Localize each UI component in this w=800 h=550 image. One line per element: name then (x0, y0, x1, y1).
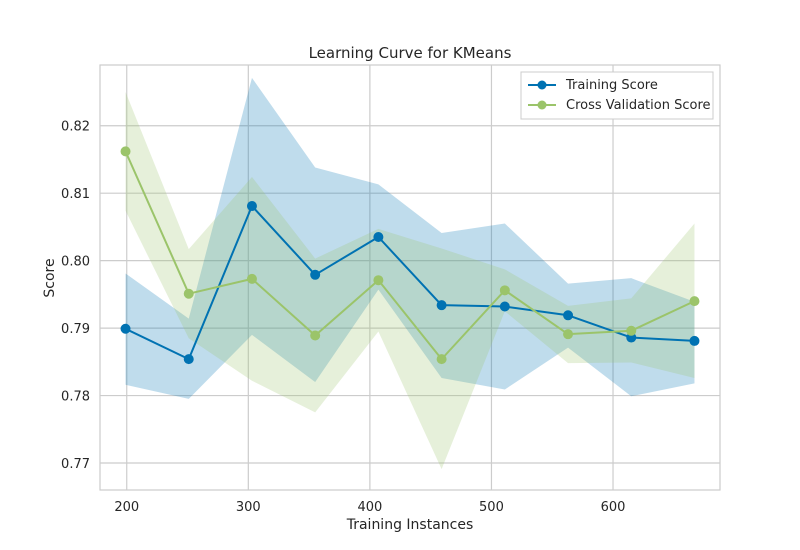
x-axis-label: Training Instances (346, 517, 474, 533)
training-score-point (373, 232, 384, 243)
cross-validation-score-line (124, 150, 695, 361)
legend-marker-cross-validation (537, 100, 547, 110)
confidence-bands (125, 77, 695, 470)
training-score-point (310, 269, 321, 280)
y-tick-label: 0.78 (61, 390, 90, 405)
cross-validation-score-point (626, 325, 637, 336)
cross-validation-score-point (183, 288, 194, 299)
y-tick-label: 0.80 (61, 255, 90, 270)
legend-label-cross-validation: Cross Validation Score (566, 98, 711, 113)
training-score-point (183, 354, 194, 365)
cross-validation-score-point (563, 329, 574, 340)
legend-label-training: Training Score (565, 78, 658, 93)
training-score-point (436, 300, 447, 311)
cross-validation-score-point (246, 273, 257, 284)
y-tick-label: 0.79 (61, 322, 90, 337)
y-tick-label: 0.81 (61, 187, 90, 202)
cross-validation-score-band (125, 91, 695, 470)
chart-title: Learning Curve for KMeans (309, 44, 512, 62)
x-tick-labels: 200 300 400 500 600 (114, 500, 625, 515)
training-score-band (125, 77, 695, 399)
x-tick-label: 600 (601, 500, 626, 515)
training-score-line (125, 204, 695, 361)
cross-validation-score-point (310, 330, 321, 341)
legend: Training Score Cross Validation Score (520, 71, 714, 120)
series-lines (124, 150, 695, 361)
x-tick-label: 300 (236, 500, 261, 515)
cross-validation-score-point (689, 296, 700, 307)
x-tick-label: 200 (114, 500, 139, 515)
cross-validation-score-point (499, 285, 510, 296)
x-tick-label: 500 (479, 500, 504, 515)
y-axis-label: Score (42, 258, 58, 297)
cross-validation-score-point (120, 146, 131, 157)
training-score-point (689, 335, 700, 346)
series-markers (120, 146, 700, 365)
y-tick-labels: 0.77 0.78 0.79 0.80 0.81 0.82 (61, 120, 90, 472)
training-score-point (563, 310, 574, 321)
plot-area-background (100, 65, 720, 490)
y-tick-label: 0.77 (61, 457, 90, 472)
legend-frame (520, 71, 714, 120)
x-tick-label: 400 (357, 500, 382, 515)
y-tick-label: 0.82 (61, 120, 90, 135)
training-score-point (120, 323, 131, 334)
cross-validation-score-point (373, 275, 384, 286)
grid (100, 65, 720, 490)
training-score-point (246, 200, 257, 211)
legend-marker-training (537, 80, 547, 90)
training-score-point (499, 301, 510, 312)
plot-frame (99, 64, 721, 491)
cross-validation-score-point (436, 354, 447, 365)
